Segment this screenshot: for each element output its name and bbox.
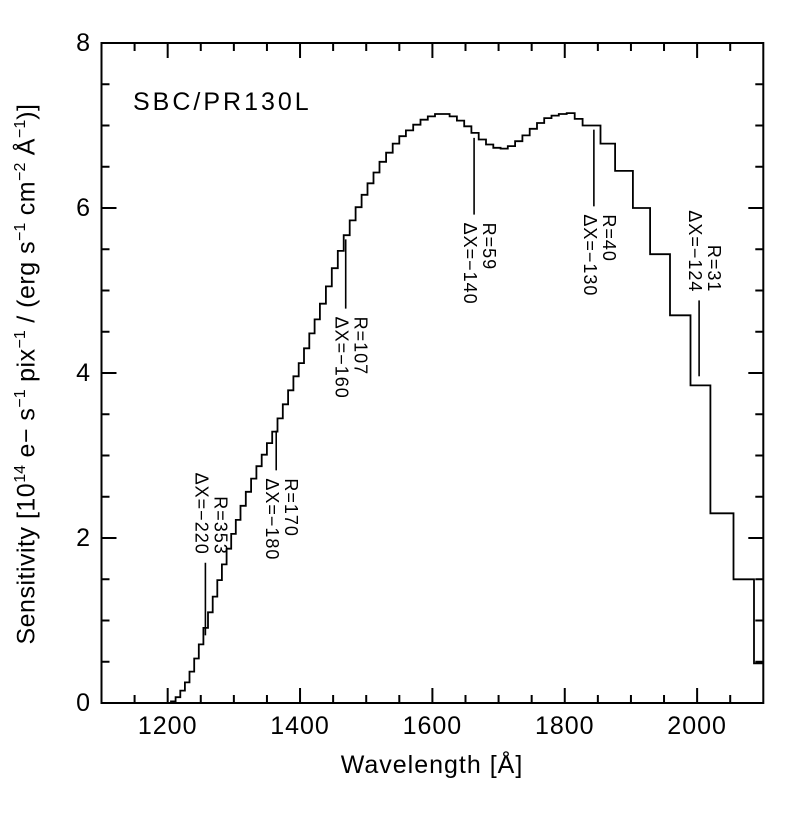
x-tick-label: 1600 (402, 712, 463, 740)
annotation-deltax-text: ΔX=−220 (191, 473, 211, 555)
annotation-deltax-text: ΔX=−124 (685, 210, 705, 292)
y-axis-title-sup: −2 (12, 162, 29, 181)
y-axis-title-part: / (erg s (12, 240, 41, 331)
y-tick-label: 0 (76, 689, 90, 717)
y-axis-title-sup: 14 (12, 464, 29, 483)
annotation-deltax-text: ΔX=−130 (580, 214, 600, 296)
y-tick-label: 6 (76, 194, 90, 222)
annotation-deltax-text: ΔX=−160 (332, 317, 352, 399)
x-tick-label: 1200 (137, 712, 198, 740)
y-axis-title-part: Å (12, 138, 41, 163)
x-tick-label: 2000 (667, 712, 727, 740)
x-tick-label: 1400 (270, 712, 330, 740)
chart-title: SBC/PR130L (133, 88, 312, 116)
y-axis-title-sup: −1 (12, 389, 29, 408)
annotation-resolution-text: R=170 (281, 478, 301, 537)
x-axis-title: Wavelength [Å] (340, 751, 524, 779)
annotation-label: R=353ΔX=−220 (191, 473, 230, 555)
y-axis-title-part: e− s (12, 407, 41, 465)
sensitivity-step-curve (101, 112, 764, 704)
y-axis-title-part: cm (12, 180, 41, 223)
annotation-resolution-text: R=40 (599, 214, 619, 262)
y-axis-title-part: )] (12, 103, 41, 120)
annotation-resolution-text: R=59 (479, 223, 499, 271)
annotation-resolution-text: R=353 (210, 496, 230, 555)
annotation-resolution-text: R=107 (351, 317, 371, 376)
annotation-label: R=40ΔX=−130 (580, 214, 619, 296)
y-tick-label: 8 (76, 29, 90, 57)
annotation-resolution-text: R=31 (704, 245, 724, 293)
y-tick-label: 2 (76, 524, 90, 552)
annotation-label: R=107ΔX=−160 (332, 317, 371, 399)
x-tick-label: 1800 (534, 712, 595, 740)
annotation-deltax-text: ΔX=−140 (460, 223, 480, 305)
annotation-label: R=31ΔX=−124 (685, 210, 724, 292)
y-tick-label: 4 (76, 359, 90, 387)
y-axis-title-sup: −1 (12, 330, 29, 349)
y-axis-title-sup: −1 (12, 222, 29, 241)
y-axis-title-part: Sensitivity [10 (12, 482, 41, 645)
y-axis-title-part: pix (12, 348, 41, 390)
plot-frame (100, 42, 765, 704)
y-axis-title-sup: −1 (12, 119, 29, 139)
annotation-deltax-text: ΔX=−180 (262, 478, 282, 560)
y-axis-title: Sensitivity [1014 e− s−1 pix−1 / (erg s−… (12, 44, 44, 704)
annotation-label: R=170ΔX=−180 (262, 478, 301, 560)
annotation-label: R=59ΔX=−140 (460, 223, 499, 305)
